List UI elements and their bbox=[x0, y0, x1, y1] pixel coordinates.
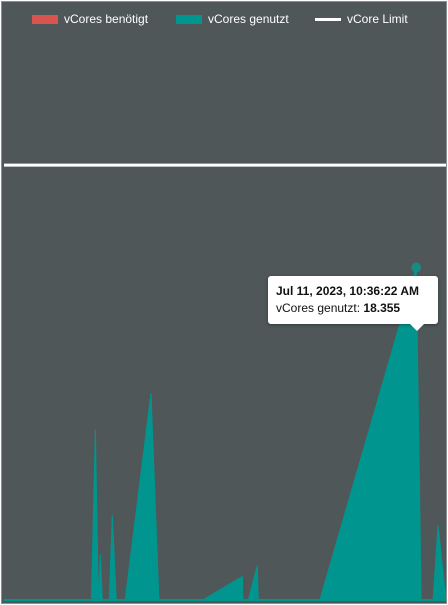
markers-layer bbox=[411, 262, 422, 273]
tooltip-title: Jul 11, 2023, 10:36:22 AM bbox=[276, 284, 419, 298]
tooltip-row: vCores genutzt: 18.355 bbox=[276, 300, 430, 317]
legend-swatch-vcore-limit bbox=[315, 17, 341, 21]
areas-layer bbox=[4, 267, 446, 601]
legend-item-vcores-benoetigt[interactable]: vCores benötigt bbox=[32, 10, 148, 28]
tooltip-value: 18.355 bbox=[363, 301, 401, 315]
legend-label-vcore-limit: vCore Limit bbox=[347, 12, 408, 26]
tooltip-series-label: vCores genutzt: bbox=[276, 301, 361, 315]
legend-swatch-vcores-genutzt bbox=[176, 14, 202, 24]
legend-item-vcores-genutzt[interactable]: vCores genutzt bbox=[176, 10, 289, 28]
legend-swatch-vcores-benoetigt bbox=[32, 14, 58, 24]
chart-tooltip: Jul 11, 2023, 10:36:22 AM vCores genutzt… bbox=[268, 276, 438, 331]
legend-item-vcore-limit[interactable]: vCore Limit bbox=[315, 10, 408, 28]
legend-label-vcores-genutzt: vCores genutzt bbox=[208, 12, 289, 26]
hover-point-marker[interactable] bbox=[411, 262, 422, 273]
legend-label-vcores-benoetigt: vCores benötigt bbox=[64, 12, 149, 26]
chart-legend: vCores benötigt vCores genutzt vCore Lim… bbox=[2, 10, 446, 30]
